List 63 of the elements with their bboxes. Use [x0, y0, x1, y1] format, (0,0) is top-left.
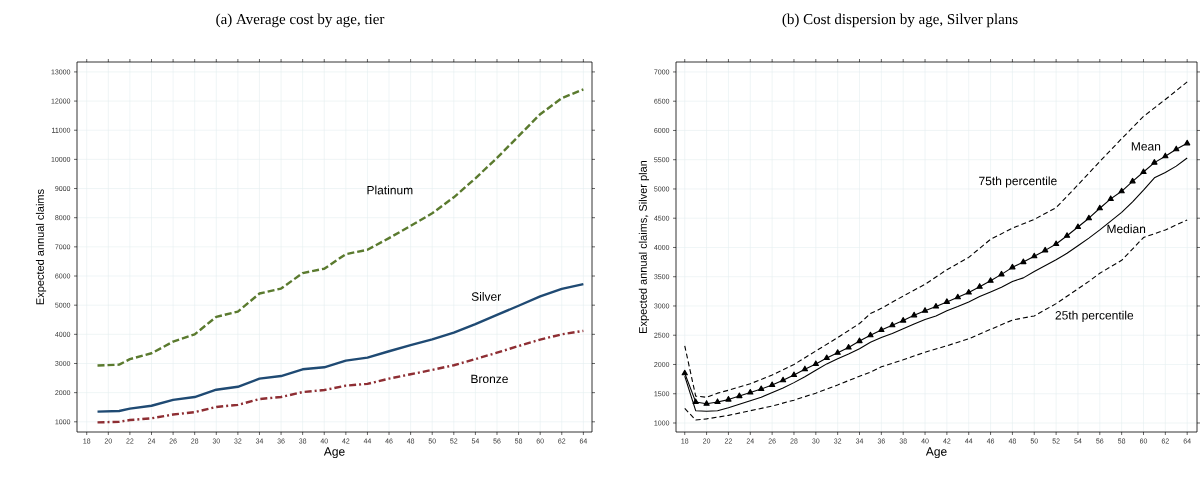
point	[889, 321, 896, 328]
point	[910, 311, 918, 318]
point	[725, 396, 732, 402]
line-series	[684, 219, 1188, 421]
point	[1184, 139, 1191, 146]
point	[1162, 152, 1169, 159]
y-axis-title: Expected annual claims, Silver plan	[638, 160, 650, 333]
point	[1009, 263, 1016, 270]
point	[768, 381, 776, 388]
point	[878, 326, 885, 333]
chart-title: (a) Average cost by age, tier	[216, 13, 385, 28]
series-label: Silver	[471, 292, 501, 301]
point	[1140, 168, 1147, 175]
point	[1096, 204, 1103, 211]
series-label: Mean	[1131, 142, 1161, 151]
point	[921, 307, 929, 313]
point	[856, 337, 863, 344]
point	[703, 400, 710, 406]
point	[1074, 223, 1082, 230]
point	[1173, 145, 1180, 152]
point	[1020, 258, 1027, 265]
point	[954, 293, 961, 300]
point	[965, 288, 972, 295]
point	[943, 298, 951, 304]
point	[1085, 214, 1093, 221]
point	[834, 349, 841, 355]
point	[987, 277, 994, 283]
point	[867, 331, 874, 338]
text: Platinum	[367, 185, 413, 195]
point	[1107, 195, 1114, 201]
point	[998, 270, 1005, 277]
point	[758, 385, 765, 392]
point	[1151, 159, 1158, 165]
point	[801, 365, 809, 372]
point	[1042, 246, 1049, 253]
point	[1129, 177, 1136, 184]
y-axis-title: Expected annual claims	[35, 189, 47, 305]
point	[845, 343, 852, 350]
point	[692, 398, 699, 404]
point	[812, 360, 819, 366]
series-label: 25th percentile	[1055, 310, 1134, 322]
point	[779, 376, 787, 383]
point	[1063, 232, 1071, 238]
x-axis-title: Age	[925, 447, 947, 459]
point	[681, 369, 688, 376]
point	[823, 354, 830, 361]
point	[714, 398, 721, 404]
point	[1118, 187, 1125, 194]
point	[932, 303, 940, 309]
series-label: Bronze	[471, 374, 508, 384]
point	[736, 392, 743, 399]
point	[976, 283, 983, 289]
line-series	[96, 329, 585, 424]
point	[900, 317, 907, 323]
line-series	[96, 282, 585, 413]
point	[1052, 240, 1060, 247]
series-label: Median	[1107, 224, 1146, 234]
point	[790, 371, 798, 378]
x-axis-title: Age	[323, 447, 345, 459]
series-label: 75th percentile	[979, 176, 1057, 188]
point	[747, 389, 754, 395]
chart-title: (b) Cost dispersion by age, Silver plans	[782, 13, 1018, 28]
point	[1031, 252, 1038, 259]
